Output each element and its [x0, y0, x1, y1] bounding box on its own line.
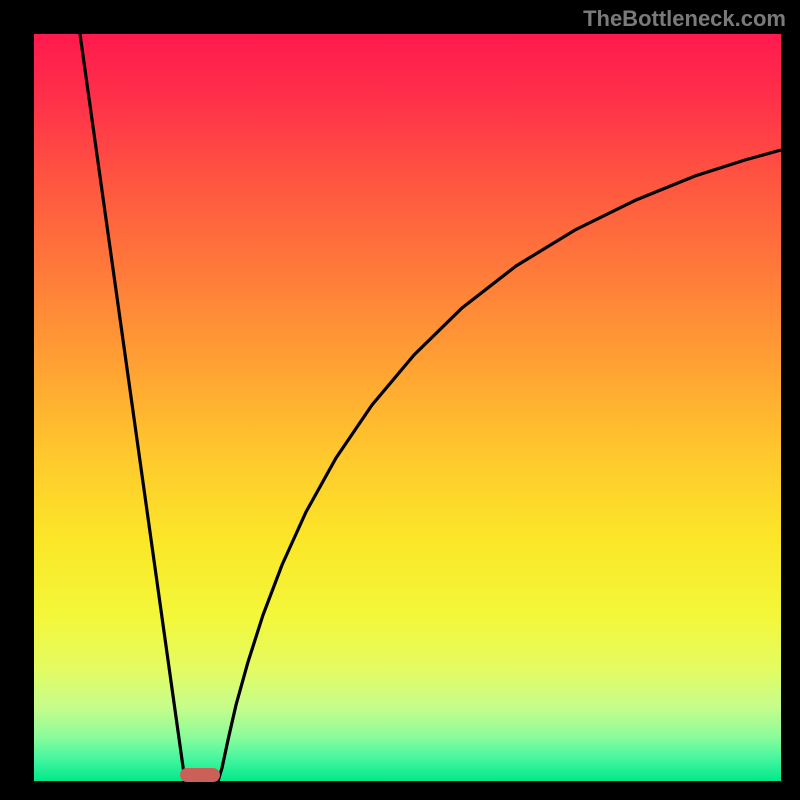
vertex-marker	[180, 768, 220, 782]
curve-overlay	[0, 0, 800, 800]
left-v-line	[80, 34, 185, 781]
right-asymptote-curve	[218, 150, 781, 781]
watermark-text: TheBottleneck.com	[583, 6, 786, 32]
